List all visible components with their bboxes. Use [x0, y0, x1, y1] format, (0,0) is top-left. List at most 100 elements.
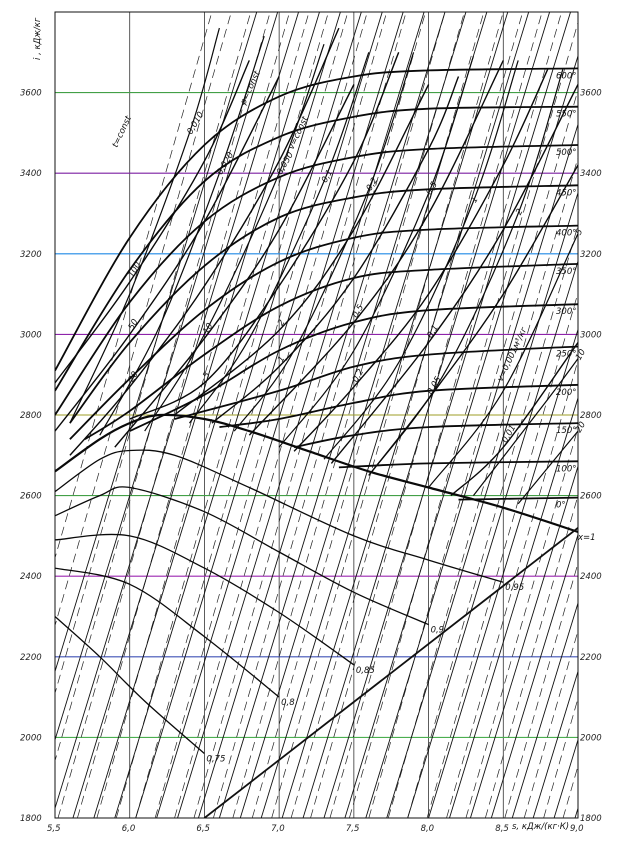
isochore-label-5: 0,5 [425, 180, 440, 197]
y-tick-left-0: 1800 [20, 814, 42, 824]
isochore-5 [278, 56, 474, 448]
isotherm-label-10: 100° [556, 464, 576, 474]
quality-line-1 [55, 486, 429, 626]
y-tick-right-1: 2000 [580, 733, 602, 743]
isotherm-label-2: 500° [556, 148, 576, 158]
isotherm-0 [55, 67, 578, 372]
quality-label-0: 0,95 [505, 583, 524, 593]
isotherm-label-7: 250° [556, 349, 576, 359]
isobar-5 [174, 84, 430, 416]
isotherm-5 [84, 263, 578, 440]
isochore-label-0: 0,010 [185, 110, 206, 136]
isobar-0 [55, 60, 250, 384]
lower-boundary-line [203, 527, 578, 818]
y-tick-right-6: 3000 [580, 330, 602, 340]
x-tick-label-1: 6,0 [122, 824, 136, 834]
solid-diagonal-17 [365, 122, 578, 818]
y-tick-left-4: 2600 [20, 492, 42, 502]
quality-label-1: 0,9 [431, 626, 445, 636]
isochore-1 [99, 36, 265, 436]
isotherm-label-5: 350° [556, 267, 576, 277]
isochore-label-9: 10 [574, 348, 588, 362]
solid-diagonal-5 [114, 12, 362, 818]
isotherm-8 [219, 383, 578, 428]
isotherm-7 [174, 345, 578, 420]
quality-line-0 [55, 449, 504, 583]
dashed-diagonal-32 [602, 12, 624, 818]
saturation-line [55, 413, 578, 533]
isobar-10 [368, 164, 578, 476]
solid-diagonal-20 [428, 327, 578, 818]
t-const-label: t=const [111, 114, 134, 149]
isobar-1 [55, 76, 280, 432]
x-tick-label-7: 9,0 [570, 824, 584, 834]
isobar-11 [450, 342, 578, 497]
isobar-label-0: 100 [127, 260, 144, 279]
isotherm-4 [69, 224, 578, 440]
solid-diagonal-21 [449, 396, 578, 818]
isobar-label-5: 2 [276, 318, 287, 328]
isotherm-label-4: 400° [556, 229, 576, 239]
solid-diagonal-22 [469, 464, 578, 818]
isotherm-9 [293, 422, 578, 449]
y-tick-right-7: 3200 [580, 250, 602, 260]
curve-labels: 600° 550° 500° 450° 400° 350° 300° 250° 200° 150°… [127, 71, 588, 764]
isobar-2 [69, 27, 340, 456]
isobar-label-3: 10 [201, 322, 215, 336]
isochore-2 [144, 44, 325, 432]
solid-diagonal-4 [93, 12, 341, 818]
y-axis-label: i , кДж/кг [33, 17, 43, 60]
quality-label-4: 0,75 [206, 755, 225, 765]
isobar-label-2: 20 [127, 370, 141, 384]
isochore-label-7: 2 [514, 207, 525, 217]
x-tick-label-3: 7,0 [271, 824, 285, 834]
solid-diagonal-9 [198, 12, 446, 818]
isobar-label-6: 1 [276, 354, 287, 364]
solid-diagonal-18 [386, 191, 578, 818]
solid-diagonal-0 [55, 12, 258, 673]
y-tick-left-3: 2400 [20, 572, 42, 582]
solid-diagonal-29 [617, 12, 624, 818]
isochore-label-3: 0,1 [320, 168, 335, 185]
y-tick-right-0: 1800 [580, 814, 602, 824]
isotherm-1 [55, 105, 578, 392]
isotherm-6 [129, 303, 578, 432]
y-tick-left-7: 3200 [20, 250, 42, 260]
isobar-label-4: 5 [201, 371, 212, 381]
isotherm-label-3: 450° [556, 188, 576, 198]
isotherm-label-9: 150° [556, 426, 576, 436]
solid-diagonal-19 [407, 259, 578, 818]
isotherm-10 [338, 460, 578, 469]
isochore-6 [323, 60, 519, 460]
y-tick-right-4: 2600 [580, 492, 602, 502]
y-tick-left-6: 3000 [20, 330, 42, 340]
solid-diagonal-24 [511, 601, 578, 818]
y-tick-right-5: 2800 [580, 411, 602, 421]
y-tick-left-8: 3400 [20, 169, 42, 179]
isobar-4 [129, 52, 400, 420]
solid-diagonal-10 [218, 12, 467, 818]
quality-line-2 [55, 533, 355, 666]
isobar-label-1: 50 [127, 318, 141, 332]
grid [54, 11, 579, 819]
x-axis-label: s, кДж/(кг·К) [512, 822, 569, 832]
isobar-9 [330, 84, 578, 464]
isochore-4 [233, 52, 415, 432]
isotherm-3 [69, 184, 578, 424]
y-tick-left-2: 2200 [20, 653, 42, 663]
isobar-3 [114, 84, 355, 448]
isotherm-label-1: 550° [556, 110, 576, 120]
isochore-label-6: 1 [469, 195, 480, 205]
isotherm-label-0: 600° [556, 71, 576, 81]
isobar-label-9: 0,1 [426, 323, 441, 340]
x-tick-label-5: 8,0 [421, 824, 435, 834]
isochore-9 [472, 358, 578, 496]
isochore-8 [428, 233, 578, 488]
solid-diagonal-23 [490, 533, 578, 818]
isotherm-label-8: 200° [556, 388, 576, 398]
curves [55, 27, 578, 818]
solid-diagonal-12 [260, 12, 509, 818]
solid-diagonal-25 [532, 669, 578, 818]
isotherm-label-6: 300° [556, 307, 576, 317]
